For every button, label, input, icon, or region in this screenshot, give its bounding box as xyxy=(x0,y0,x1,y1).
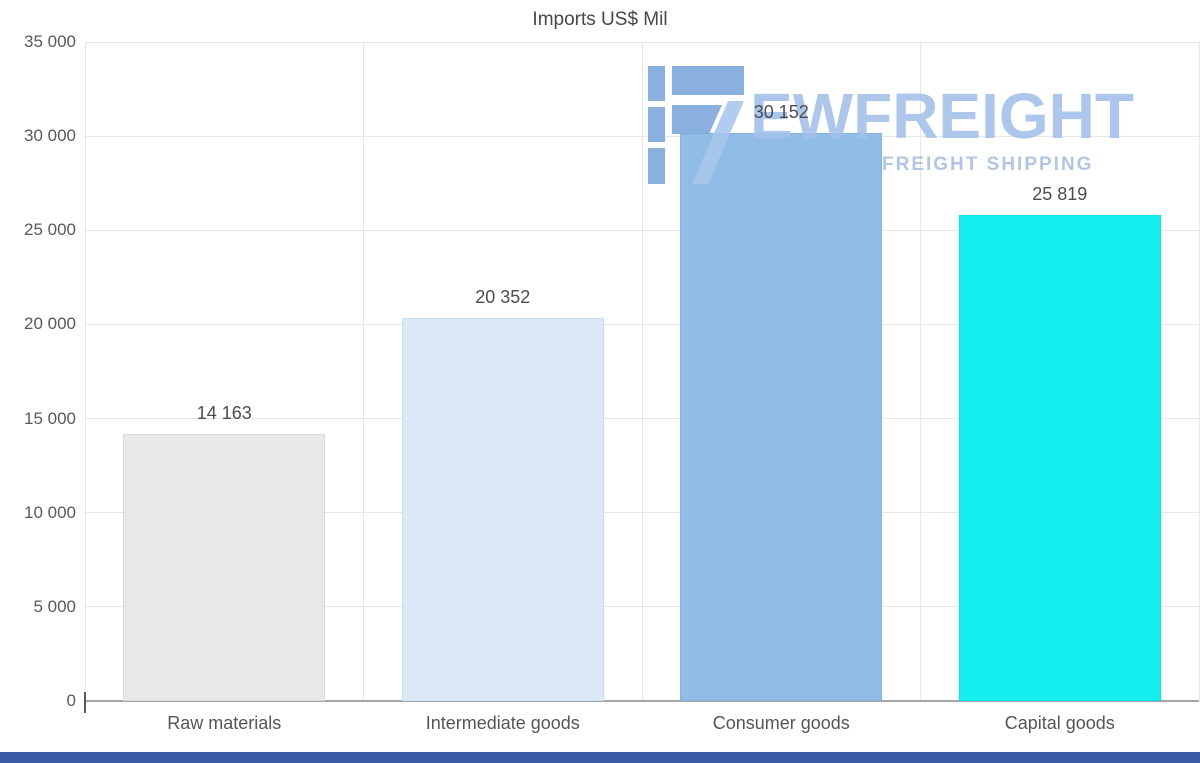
y-axis-tick xyxy=(84,692,86,713)
gridline-horizontal xyxy=(85,323,1199,325)
bar-intermediate-goods xyxy=(401,317,604,701)
gridline-horizontal xyxy=(85,606,1199,608)
x-axis-line xyxy=(85,700,1199,702)
x-axis-label: Raw materials xyxy=(167,713,282,733)
gridline-vertical xyxy=(84,42,86,701)
gridline-horizontal xyxy=(85,418,1199,420)
bar-value-label: 25 819 xyxy=(1032,183,1088,204)
y-axis-label: 5 000 xyxy=(33,596,76,616)
y-axis-label: 35 000 xyxy=(24,32,76,51)
gridline-horizontal xyxy=(85,512,1199,514)
y-axis-label: 25 000 xyxy=(24,220,76,240)
bar-raw-materials xyxy=(123,434,326,701)
y-axis-label: 20 000 xyxy=(24,314,76,334)
x-axis-label: Intermediate goods xyxy=(425,713,580,733)
x-axis-label: Capital goods xyxy=(1004,713,1115,733)
gridline-vertical xyxy=(920,42,921,701)
gridline-horizontal xyxy=(85,229,1199,231)
x-axis-label: Consumer goods xyxy=(712,713,850,733)
gridline-horizontal xyxy=(85,135,1199,137)
bar-capital-goods xyxy=(958,214,1161,701)
y-axis-label: 30 000 xyxy=(24,126,76,146)
footer-strip xyxy=(0,752,1200,763)
y-axis-label: 10 000 xyxy=(24,502,76,522)
bar-value-label: 14 163 xyxy=(196,403,252,424)
bar-value-label: 30 152 xyxy=(753,102,809,123)
bar-value-label: 20 352 xyxy=(475,286,531,307)
y-axis-label: 15 000 xyxy=(24,408,76,428)
gridline-vertical xyxy=(363,42,364,701)
bar-consumer-goods xyxy=(680,133,883,701)
gridline-horizontal xyxy=(85,41,1199,43)
gridline-vertical xyxy=(1198,42,1200,701)
gridline-vertical xyxy=(641,42,643,701)
y-axis-label: 0 xyxy=(66,691,76,710)
chart-title: Imports US$ Mil xyxy=(532,9,668,30)
